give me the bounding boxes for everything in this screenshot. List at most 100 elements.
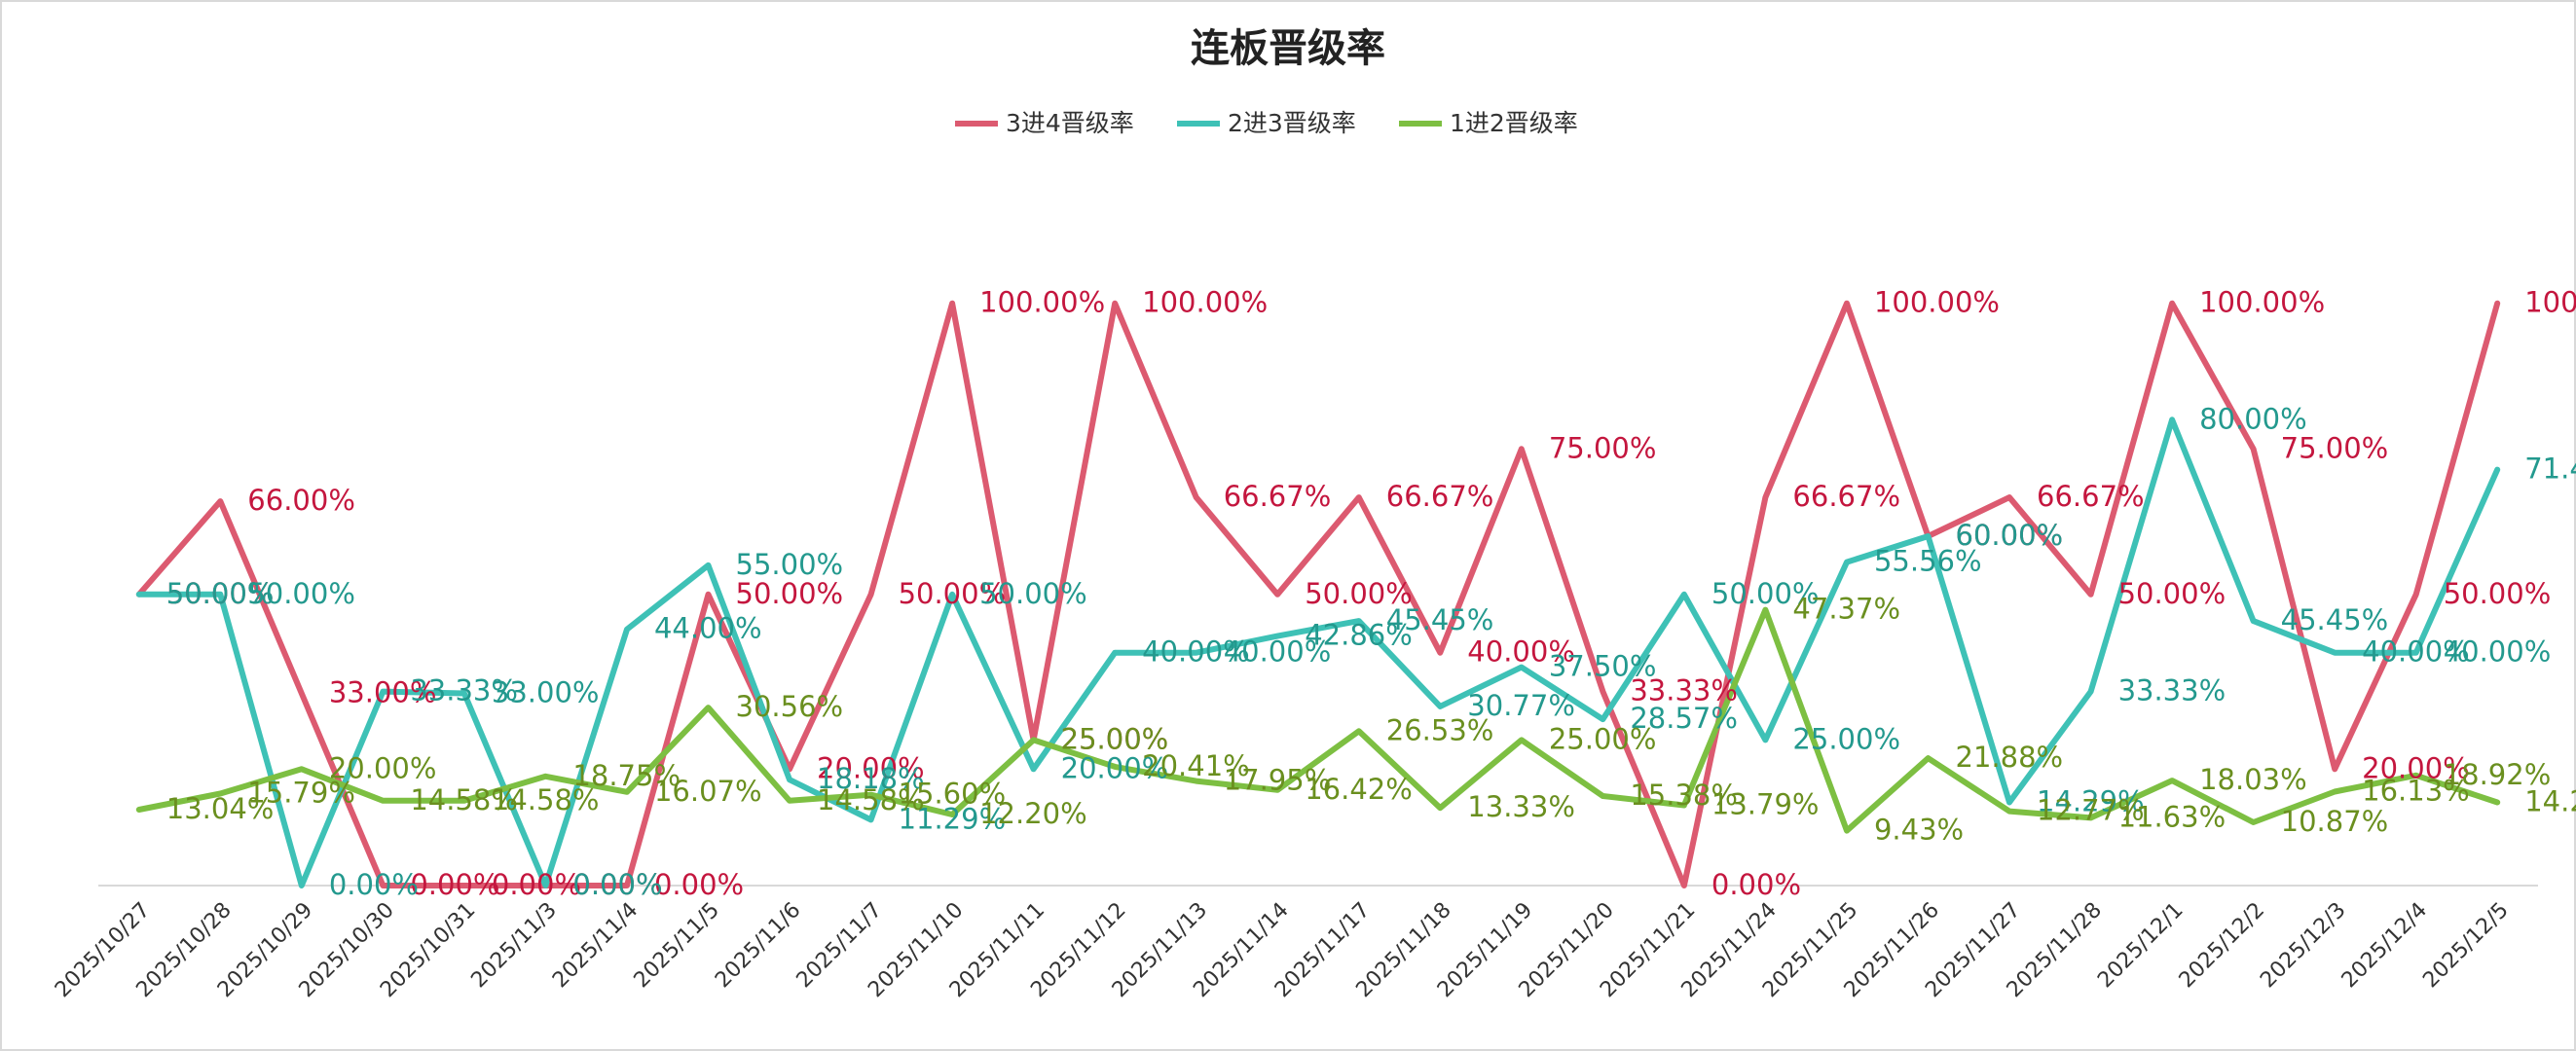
data-label: 75.00% xyxy=(1549,431,1657,464)
data-label: 0.00% xyxy=(492,868,581,901)
data-label: 50.00% xyxy=(979,577,1087,610)
data-label: 60.00% xyxy=(1956,519,2064,552)
data-label: 66.67% xyxy=(1224,480,1332,513)
data-label: 33.00% xyxy=(492,676,600,709)
data-label: 66.67% xyxy=(1792,480,1900,513)
data-label: 40.00% xyxy=(2362,635,2470,669)
data-label: 16.42% xyxy=(1305,773,1413,806)
data-label: 18.75% xyxy=(572,759,681,792)
data-label: 14.29% xyxy=(2524,784,2576,817)
data-label: 20.41% xyxy=(1142,749,1250,782)
data-label: 15.38% xyxy=(1630,779,1738,812)
data-label: 45.45% xyxy=(2281,603,2389,636)
series-line xyxy=(135,606,2501,834)
data-label: 40.00% xyxy=(1224,635,1332,669)
data-label: 28.57% xyxy=(1630,702,1738,735)
data-label: 42.86% xyxy=(1305,619,1413,652)
data-label: 16.07% xyxy=(654,775,762,808)
data-label: 20.00% xyxy=(817,751,925,784)
data-label: 50.00% xyxy=(247,577,355,610)
data-label: 21.88% xyxy=(1956,741,2064,774)
data-label: 50.00% xyxy=(166,577,275,610)
data-label: 40.00% xyxy=(2444,635,2552,669)
data-label: 25.00% xyxy=(1061,722,1169,755)
data-label: 66.00% xyxy=(247,484,355,517)
data-label: 10.87% xyxy=(2281,805,2389,838)
data-label: 40.00% xyxy=(1142,635,1250,669)
data-label: 20.00% xyxy=(1061,751,1169,784)
data-label: 12.77% xyxy=(2037,794,2145,827)
data-label: 33.33% xyxy=(410,674,518,707)
data-label: 18.18% xyxy=(817,762,925,795)
data-label: 0.00% xyxy=(1711,868,1801,901)
legend-label: 2进3晋级率 xyxy=(1228,109,1356,137)
data-label: 33.00% xyxy=(329,676,437,709)
data-label: 33.33% xyxy=(2118,674,2226,707)
data-label: 25.00% xyxy=(1792,722,1900,755)
data-label: 100.00% xyxy=(979,286,1105,319)
data-label: 100.00% xyxy=(2524,286,2576,319)
data-label: 25.00% xyxy=(1061,722,1169,755)
data-label: 14.58% xyxy=(492,783,600,816)
data-label: 44.00% xyxy=(654,612,762,645)
legend: 3进4晋级率 2进3晋级率 1进2晋级率 xyxy=(955,109,1578,137)
data-label: 25.00% xyxy=(1549,722,1657,755)
data-label: 14.58% xyxy=(410,783,518,816)
data-label: 100.00% xyxy=(1874,286,2000,319)
data-label: 33.33% xyxy=(1630,674,1738,707)
data-label: 40.00% xyxy=(1467,635,1575,669)
data-label: 100.00% xyxy=(1142,286,1268,319)
data-label: 37.50% xyxy=(1549,650,1657,683)
data-label: 50.00% xyxy=(1711,577,1820,610)
data-label: 13.79% xyxy=(1711,787,1820,820)
data-label: 50.00% xyxy=(899,577,1007,610)
data-label: 0.00% xyxy=(410,868,499,901)
data-label: 15.60% xyxy=(899,778,1007,811)
data-label: 13.04% xyxy=(166,792,275,825)
data-label: 30.77% xyxy=(1467,689,1575,722)
series-line xyxy=(135,300,2501,888)
data-label: 100.00% xyxy=(2199,286,2325,319)
data-label: 66.67% xyxy=(2037,480,2145,513)
data-label: 0.00% xyxy=(654,868,744,901)
data-label: 11.63% xyxy=(2118,800,2226,833)
data-label: 30.56% xyxy=(736,690,844,723)
data-label: 18.92% xyxy=(2444,758,2552,791)
legend-label: 3进4晋级率 xyxy=(1006,109,1134,137)
data-label: 50.00% xyxy=(2444,577,2552,610)
data-label: 50.00% xyxy=(1305,577,1413,610)
data-label: 66.67% xyxy=(1386,480,1494,513)
data-label: 71.43% xyxy=(2524,453,2576,486)
chart-title: 连板晋级率 xyxy=(1191,26,1385,71)
data-label: 20.00% xyxy=(329,751,437,784)
data-label: 45.45% xyxy=(1386,603,1494,636)
data-label: 75.00% xyxy=(2281,431,2389,464)
data-label: 20.00% xyxy=(2362,751,2470,784)
data-label: 55.56% xyxy=(1874,545,1982,578)
data-label: 12.20% xyxy=(979,797,1087,830)
data-label: 9.43% xyxy=(1874,814,1964,847)
data-label: 50.00% xyxy=(2118,577,2226,610)
data-label: 14.29% xyxy=(2037,784,2145,817)
data-label: 13.33% xyxy=(1467,790,1575,823)
data-label: 47.37% xyxy=(1792,593,1900,626)
data-label: 80.00% xyxy=(2199,402,2307,435)
series-line xyxy=(135,417,2501,888)
data-label: 50.00% xyxy=(166,577,275,610)
data-label: 50.00% xyxy=(736,577,844,610)
data-label: 60.00% xyxy=(1956,519,2064,552)
data-label: 0.00% xyxy=(329,868,419,901)
data-label: 14.58% xyxy=(817,783,925,816)
data-label: 16.13% xyxy=(2362,774,2470,807)
data-label: 11.29% xyxy=(899,802,1007,835)
data-label: 26.53% xyxy=(1386,713,1494,746)
data-label: 18.03% xyxy=(2199,763,2307,796)
legend-label: 1进2晋级率 xyxy=(1450,109,1578,137)
data-label: 0.00% xyxy=(572,868,662,901)
data-label: 0.00% xyxy=(572,868,662,901)
data-label: 17.95% xyxy=(1224,764,1332,797)
data-label: 15.79% xyxy=(247,777,355,810)
data-label: 55.00% xyxy=(736,548,844,581)
